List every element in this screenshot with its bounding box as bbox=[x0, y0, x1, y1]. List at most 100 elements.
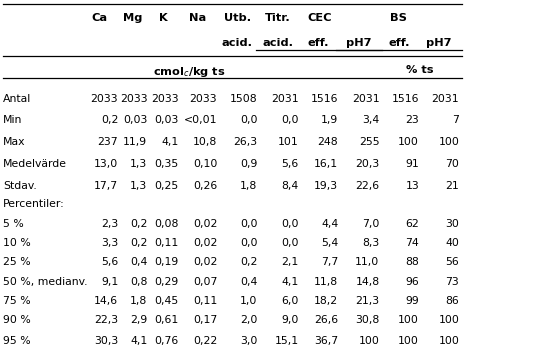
Text: 0,4: 0,4 bbox=[130, 257, 147, 267]
Text: 1,0: 1,0 bbox=[240, 296, 257, 306]
Text: 17,7: 17,7 bbox=[94, 181, 118, 191]
Text: 0,10: 0,10 bbox=[193, 159, 217, 169]
Text: 20,3: 20,3 bbox=[355, 159, 380, 169]
Text: 0,4: 0,4 bbox=[240, 277, 257, 287]
Text: 2033: 2033 bbox=[120, 94, 147, 105]
Text: 30,3: 30,3 bbox=[94, 336, 118, 346]
Text: 11,8: 11,8 bbox=[314, 277, 338, 287]
Text: 5 %: 5 % bbox=[3, 219, 24, 229]
Text: 90 %: 90 % bbox=[3, 315, 30, 325]
Text: 100: 100 bbox=[438, 315, 459, 325]
Text: 0,11: 0,11 bbox=[155, 238, 179, 248]
Text: 0,03: 0,03 bbox=[155, 115, 179, 126]
Text: 11,9: 11,9 bbox=[123, 137, 147, 147]
Text: 3,0: 3,0 bbox=[240, 336, 257, 346]
Text: 2,3: 2,3 bbox=[101, 219, 118, 229]
Text: 2031: 2031 bbox=[352, 94, 379, 105]
Text: 22,6: 22,6 bbox=[355, 181, 380, 191]
Text: 0,2: 0,2 bbox=[240, 257, 257, 267]
Text: 0,08: 0,08 bbox=[155, 219, 179, 229]
Text: 5,6: 5,6 bbox=[101, 257, 118, 267]
Text: 95 %: 95 % bbox=[3, 336, 30, 346]
Text: 0,22: 0,22 bbox=[193, 336, 217, 346]
Text: 0,61: 0,61 bbox=[155, 315, 179, 325]
Text: 0,25: 0,25 bbox=[155, 181, 179, 191]
Text: Max: Max bbox=[3, 137, 25, 147]
Text: 0,76: 0,76 bbox=[155, 336, 179, 346]
Text: 0,11: 0,11 bbox=[193, 296, 217, 306]
Text: 100: 100 bbox=[398, 315, 419, 325]
Text: Utb.: Utb. bbox=[224, 13, 251, 23]
Text: 8,4: 8,4 bbox=[282, 181, 299, 191]
Text: CEC: CEC bbox=[307, 13, 332, 23]
Text: 0,17: 0,17 bbox=[193, 315, 217, 325]
Text: 2031: 2031 bbox=[271, 94, 299, 105]
Text: 1516: 1516 bbox=[311, 94, 338, 105]
Text: BS: BS bbox=[390, 13, 407, 23]
Text: 0,07: 0,07 bbox=[193, 277, 217, 287]
Text: 86: 86 bbox=[446, 296, 459, 306]
Text: 2,9: 2,9 bbox=[130, 315, 147, 325]
Text: 1508: 1508 bbox=[230, 94, 257, 105]
Text: pH7: pH7 bbox=[426, 38, 452, 48]
Text: 18,2: 18,2 bbox=[314, 296, 338, 306]
Text: 70: 70 bbox=[446, 159, 459, 169]
Text: 96: 96 bbox=[405, 277, 419, 287]
Text: 2,1: 2,1 bbox=[282, 257, 299, 267]
Text: 0,2: 0,2 bbox=[130, 238, 147, 248]
Text: eff.: eff. bbox=[307, 38, 329, 48]
Text: 88: 88 bbox=[405, 257, 419, 267]
Text: Ca: Ca bbox=[91, 13, 107, 23]
Text: 1,3: 1,3 bbox=[130, 159, 147, 169]
Text: 0,02: 0,02 bbox=[193, 219, 217, 229]
Text: 0,0: 0,0 bbox=[240, 115, 257, 126]
Text: 1516: 1516 bbox=[392, 94, 419, 105]
Text: 4,1: 4,1 bbox=[130, 336, 147, 346]
Text: 0,0: 0,0 bbox=[240, 219, 257, 229]
Text: 6,0: 6,0 bbox=[281, 296, 299, 306]
Text: acid.: acid. bbox=[222, 38, 253, 48]
Text: 22,3: 22,3 bbox=[94, 315, 118, 325]
Text: 100: 100 bbox=[359, 336, 380, 346]
Text: 7,7: 7,7 bbox=[321, 257, 338, 267]
Text: 21,3: 21,3 bbox=[355, 296, 380, 306]
Text: 10,8: 10,8 bbox=[193, 137, 217, 147]
Text: 5,4: 5,4 bbox=[321, 238, 338, 248]
Text: 62: 62 bbox=[405, 219, 419, 229]
Text: 0,0: 0,0 bbox=[281, 115, 299, 126]
Text: 9,1: 9,1 bbox=[101, 277, 118, 287]
Text: Percentiler:: Percentiler: bbox=[3, 199, 64, 209]
Text: 0,26: 0,26 bbox=[193, 181, 217, 191]
Text: 2033: 2033 bbox=[91, 94, 118, 105]
Text: 25 %: 25 % bbox=[3, 257, 30, 267]
Text: Medelvärde: Medelvärde bbox=[3, 159, 67, 169]
Text: 1,8: 1,8 bbox=[130, 296, 147, 306]
Text: 0,45: 0,45 bbox=[155, 296, 179, 306]
Text: acid.: acid. bbox=[262, 38, 294, 48]
Text: 4,1: 4,1 bbox=[162, 137, 179, 147]
Text: 248: 248 bbox=[318, 137, 338, 147]
Text: 1,9: 1,9 bbox=[321, 115, 338, 126]
Text: 2,0: 2,0 bbox=[240, 315, 257, 325]
Text: 0,35: 0,35 bbox=[155, 159, 179, 169]
Text: 99: 99 bbox=[405, 296, 419, 306]
Text: 30,8: 30,8 bbox=[355, 315, 380, 325]
Text: 4,4: 4,4 bbox=[321, 219, 338, 229]
Text: 1,8: 1,8 bbox=[240, 181, 257, 191]
Text: 2031: 2031 bbox=[432, 94, 459, 105]
Text: 2033: 2033 bbox=[190, 94, 217, 105]
Text: 15,1: 15,1 bbox=[274, 336, 299, 346]
Text: 26,6: 26,6 bbox=[314, 315, 338, 325]
Text: % ts: % ts bbox=[406, 65, 433, 76]
Text: 14,6: 14,6 bbox=[94, 296, 118, 306]
Text: 100: 100 bbox=[398, 137, 419, 147]
Text: 0,8: 0,8 bbox=[130, 277, 147, 287]
Text: 3,4: 3,4 bbox=[362, 115, 379, 126]
Text: 23: 23 bbox=[405, 115, 419, 126]
Text: 0,19: 0,19 bbox=[155, 257, 179, 267]
Text: cmol$_c$/kg ts: cmol$_c$/kg ts bbox=[153, 65, 225, 79]
Text: 91: 91 bbox=[405, 159, 419, 169]
Text: 1,3: 1,3 bbox=[130, 181, 147, 191]
Text: 4,1: 4,1 bbox=[282, 277, 299, 287]
Text: 0,0: 0,0 bbox=[281, 238, 299, 248]
